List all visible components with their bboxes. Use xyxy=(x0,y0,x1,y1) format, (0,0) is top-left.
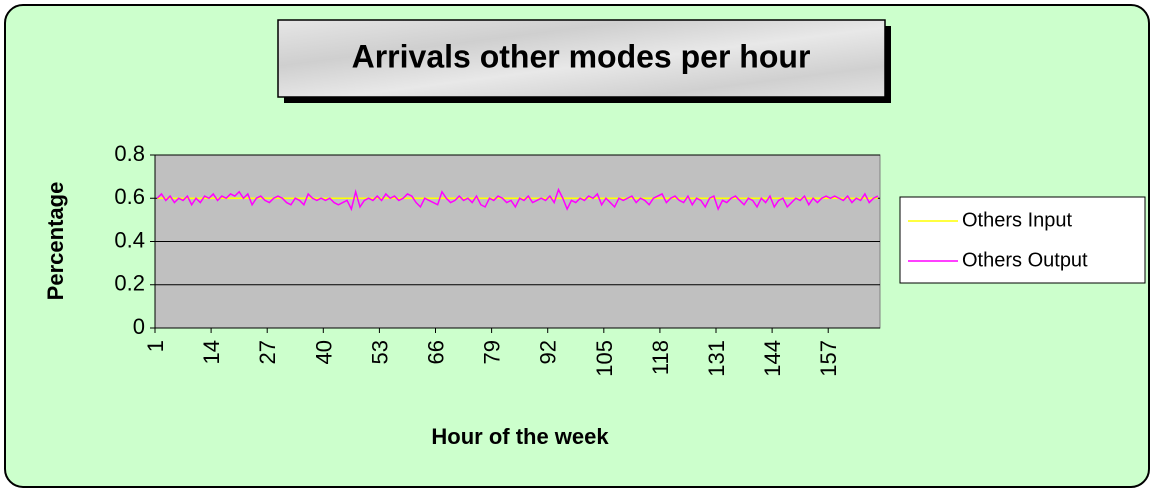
x-tick-label: 1 xyxy=(143,340,168,352)
x-tick-label: 14 xyxy=(199,340,224,364)
x-tick-label: 157 xyxy=(816,340,841,377)
y-tick-label: 0.6 xyxy=(114,184,145,209)
x-tick-label: 40 xyxy=(311,340,336,364)
x-tick-label: 92 xyxy=(536,340,561,364)
y-tick-label: 0 xyxy=(133,314,145,339)
x-tick-label: 79 xyxy=(480,340,505,364)
x-tick-label: 131 xyxy=(704,340,729,377)
chart-title: Arrivals other modes per hour xyxy=(352,38,811,74)
y-tick-label: 0.8 xyxy=(114,141,145,166)
series-line xyxy=(156,187,879,212)
x-axis-label: Hour of the week xyxy=(431,424,609,449)
title-box xyxy=(277,19,886,98)
legend xyxy=(899,196,1146,284)
x-tick-label: 105 xyxy=(592,340,617,377)
y-tick-label: 0.4 xyxy=(114,227,145,252)
legend-label: Others Output xyxy=(962,249,1088,271)
x-tick-label: 53 xyxy=(367,340,392,364)
y-tick-label: 0.2 xyxy=(114,271,145,296)
y-axis-label: Percentage xyxy=(43,182,68,301)
x-tick-label: 144 xyxy=(760,340,785,377)
x-tick-label: 118 xyxy=(648,340,673,375)
x-tick-label: 27 xyxy=(255,340,280,364)
x-tick-label: 66 xyxy=(423,340,448,364)
legend-label: Others Input xyxy=(962,209,1073,231)
